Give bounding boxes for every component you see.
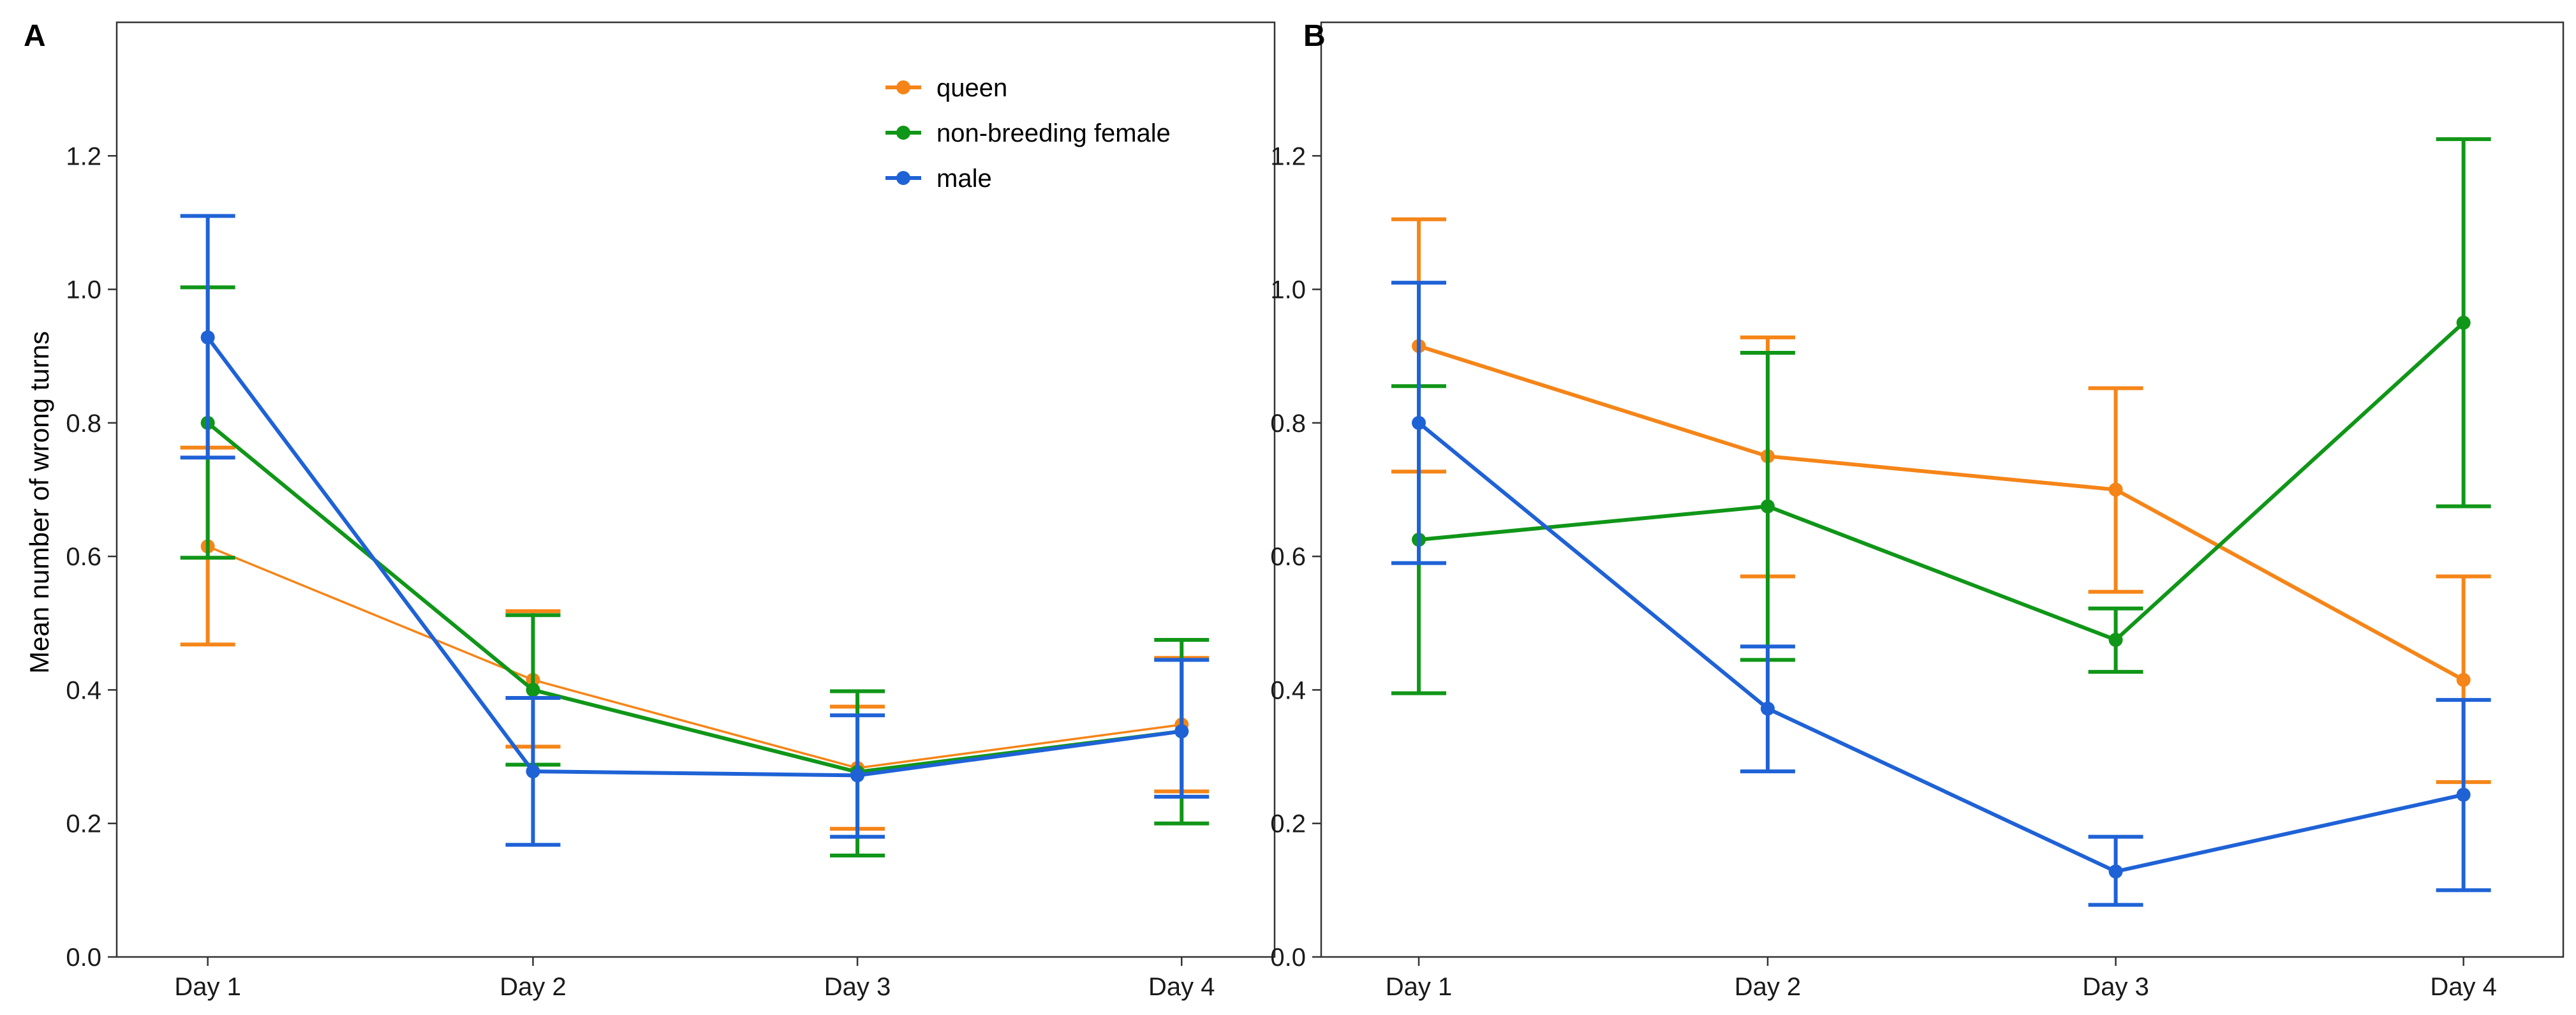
panel-label-b: B bbox=[1303, 19, 1326, 53]
series-male-b bbox=[1391, 281, 2491, 907]
legend-label-male: male bbox=[936, 165, 992, 193]
series-line-non-breeding-female-a bbox=[206, 421, 1182, 774]
series-non-breeding-female-a bbox=[180, 285, 1210, 857]
y-tick-label-a-5: 1.0 bbox=[66, 276, 101, 304]
series-line-queen-a bbox=[207, 545, 1182, 769]
y-tick-label-a-1: 0.2 bbox=[66, 810, 101, 838]
y-tick-label-a-0: 0.0 bbox=[66, 944, 101, 972]
y-axis-title-a: Mean number of wrong turns bbox=[24, 331, 54, 674]
y-tick-label-b-6: 1.2 bbox=[1270, 142, 1306, 170]
data-point-non-breeding-female-b-1 bbox=[1760, 499, 1775, 514]
x-tick-label-b-1: Day 2 bbox=[1735, 973, 1802, 1001]
data-point-male-a-0 bbox=[200, 330, 215, 345]
y-tick-label-a-2: 0.4 bbox=[66, 676, 101, 704]
data-point-non-breeding-female-b-3 bbox=[2456, 315, 2471, 330]
legend-key-point-non-breeding-female bbox=[896, 126, 910, 140]
x-tick-label-a-0: Day 1 bbox=[174, 973, 241, 1001]
plot-frame-b bbox=[1320, 21, 2565, 958]
panel-label-a: A bbox=[24, 19, 46, 53]
data-point-male-b-2 bbox=[2108, 864, 2123, 879]
x-tick-label-a-1: Day 2 bbox=[500, 973, 566, 1001]
data-point-queen-b-3 bbox=[2456, 672, 2471, 687]
y-tick-label-a-3: 0.6 bbox=[66, 543, 101, 571]
data-point-male-b-1 bbox=[1760, 701, 1775, 716]
y-tick-label-a-6: 1.2 bbox=[66, 142, 101, 170]
panel-b: B 0.0 0.2 0.4 0.6 0.8 1.0 1.2 Day 1 Day 2 Day 3 Day… bbox=[1270, 19, 2565, 1001]
y-tick-label-b-2: 0.4 bbox=[1270, 676, 1306, 704]
data-point-non-breeding-female-a-1 bbox=[526, 683, 540, 697]
data-point-male-a-3 bbox=[1174, 724, 1189, 739]
data-point-male-a-1 bbox=[526, 764, 540, 779]
x-tick-label-a-2: Day 3 bbox=[824, 973, 891, 1001]
data-point-male-b-0 bbox=[1412, 415, 1426, 430]
series-line-male-a bbox=[206, 336, 1182, 778]
y-tick-label-a-4: 0.8 bbox=[66, 410, 101, 438]
legend-a: queen non-breeding female male bbox=[885, 74, 1171, 193]
y-tick-label-b-4: 0.8 bbox=[1270, 410, 1306, 438]
y-tick-label-b-3: 0.6 bbox=[1270, 543, 1306, 571]
series-queen-b bbox=[1391, 217, 2491, 784]
series-male-a bbox=[180, 214, 1210, 847]
y-tick-label-b-0: 0.0 bbox=[1270, 944, 1306, 972]
data-point-male-b-3 bbox=[2456, 787, 2471, 802]
x-tick-label-b-2: Day 3 bbox=[2082, 973, 2149, 1001]
legend-key-point-queen bbox=[896, 80, 910, 94]
data-point-non-breeding-female-b-2 bbox=[2108, 632, 2123, 647]
series-line-male-b bbox=[1418, 421, 2464, 874]
x-tick-label-b-3: Day 4 bbox=[2430, 973, 2497, 1001]
panel-a: A 0.0 0.2 0.4 0.6 0.8 1.0 1.2 Day 1 Day 2 Day 3 Day… bbox=[24, 19, 1276, 1001]
y-tick-label-b-1: 0.2 bbox=[1270, 810, 1306, 838]
x-tick-label-a-3: Day 4 bbox=[1148, 973, 1215, 1001]
legend-label-non-breeding-female: non-breeding female bbox=[936, 119, 1171, 147]
y-tick-label-b-5: 1.0 bbox=[1270, 276, 1306, 304]
legend-label-queen: queen bbox=[936, 74, 1007, 102]
x-tick-label-b-0: Day 1 bbox=[1386, 973, 1453, 1001]
data-point-queen-b-2 bbox=[2108, 482, 2123, 497]
series-non-breeding-female-b bbox=[1391, 137, 2491, 695]
legend-key-point-male bbox=[896, 171, 910, 185]
series-line-queen-b bbox=[1418, 344, 2465, 682]
plot-frame-a bbox=[115, 21, 1276, 958]
series-line-non-breeding-female-b bbox=[1418, 321, 2465, 642]
data-point-male-a-2 bbox=[850, 768, 865, 783]
